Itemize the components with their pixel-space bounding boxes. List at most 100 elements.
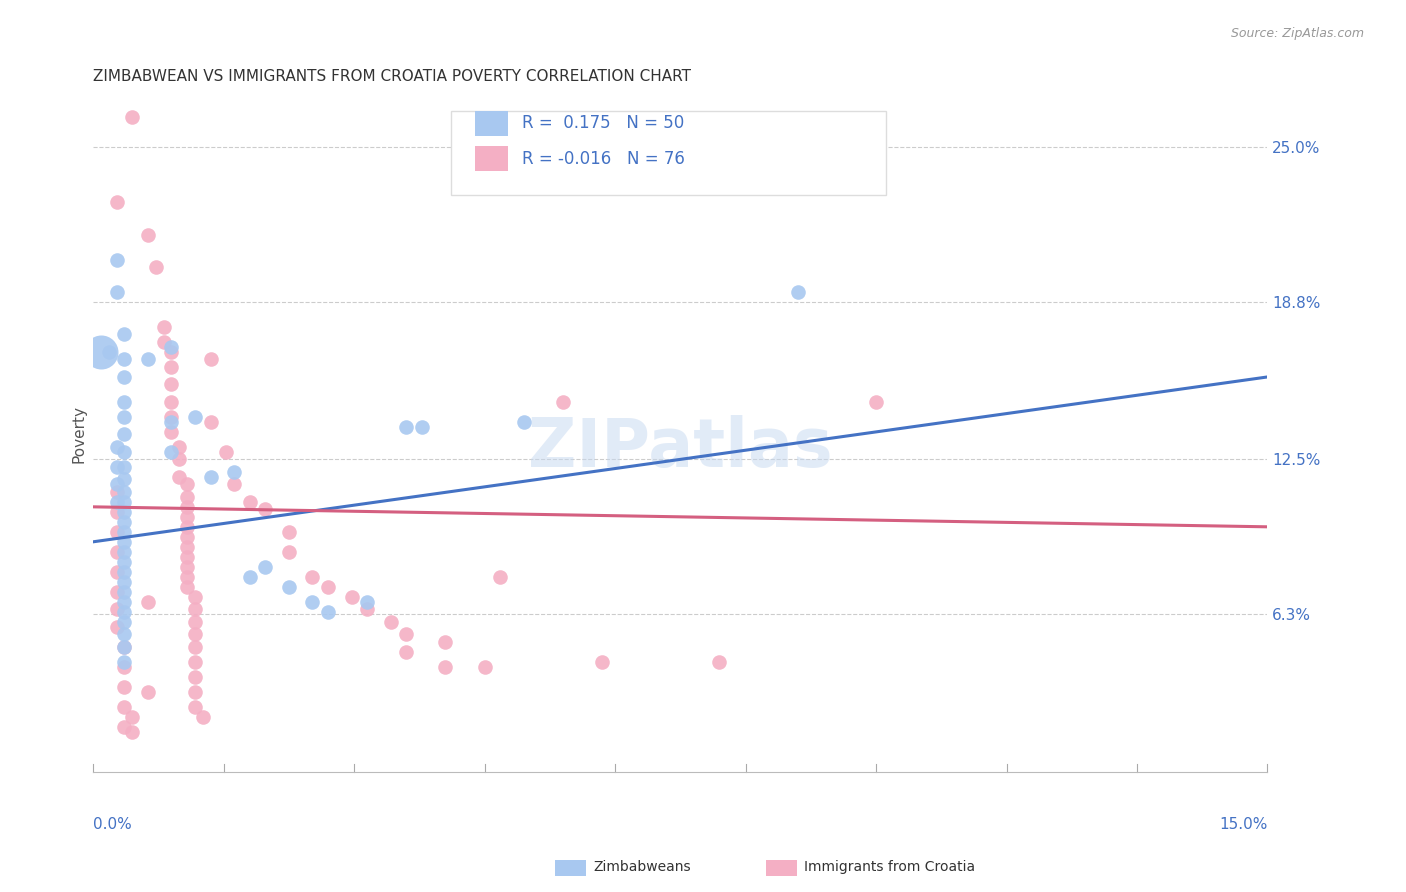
- Point: [786, 285, 808, 299]
- Text: 15.0%: 15.0%: [1219, 816, 1267, 831]
- Point: [169, 470, 191, 484]
- Text: Immigrants from Croatia: Immigrants from Croatia: [804, 860, 976, 874]
- Point: [136, 227, 159, 242]
- Point: [90, 345, 112, 359]
- Point: [105, 459, 128, 474]
- Point: [301, 595, 323, 609]
- Point: [316, 580, 339, 594]
- Point: [114, 565, 136, 579]
- Point: [121, 709, 143, 723]
- Point: [200, 470, 222, 484]
- Point: [105, 524, 128, 539]
- Point: [114, 659, 136, 673]
- Point: [105, 477, 128, 491]
- Point: [184, 670, 207, 684]
- Point: [160, 395, 183, 409]
- Point: [160, 359, 183, 374]
- Point: [105, 495, 128, 509]
- Point: [105, 195, 128, 210]
- Point: [160, 415, 183, 429]
- Point: [114, 495, 136, 509]
- Point: [114, 409, 136, 424]
- Point: [184, 655, 207, 669]
- Point: [97, 345, 120, 359]
- Point: [114, 505, 136, 519]
- Point: [114, 472, 136, 486]
- Point: [105, 252, 128, 267]
- Text: Zimbabweans: Zimbabweans: [593, 860, 690, 874]
- Point: [152, 334, 174, 349]
- Text: R =  0.175   N = 50: R = 0.175 N = 50: [522, 114, 685, 133]
- Point: [114, 524, 136, 539]
- Point: [114, 605, 136, 619]
- Point: [411, 420, 433, 434]
- Point: [709, 655, 731, 669]
- Point: [200, 352, 222, 367]
- Point: [340, 590, 363, 604]
- Point: [114, 327, 136, 342]
- Point: [114, 595, 136, 609]
- Point: [489, 570, 512, 584]
- Point: [114, 395, 136, 409]
- Point: [114, 680, 136, 694]
- Text: R = -0.016   N = 76: R = -0.016 N = 76: [522, 150, 685, 168]
- Point: [105, 602, 128, 616]
- Point: [254, 559, 277, 574]
- Point: [184, 615, 207, 629]
- Point: [105, 620, 128, 634]
- Point: [316, 605, 339, 619]
- Text: ZIMBABWEAN VS IMMIGRANTS FROM CROATIA POVERTY CORRELATION CHART: ZIMBABWEAN VS IMMIGRANTS FROM CROATIA PO…: [93, 69, 692, 84]
- Point: [136, 595, 159, 609]
- FancyBboxPatch shape: [475, 111, 508, 136]
- Point: [105, 545, 128, 559]
- Point: [474, 659, 496, 673]
- Point: [395, 645, 418, 659]
- Point: [114, 720, 136, 734]
- Point: [191, 709, 214, 723]
- FancyBboxPatch shape: [451, 111, 886, 195]
- Point: [114, 370, 136, 384]
- Point: [114, 627, 136, 641]
- Point: [105, 484, 128, 499]
- Point: [114, 484, 136, 499]
- Y-axis label: Poverty: Poverty: [72, 405, 86, 464]
- Point: [114, 545, 136, 559]
- Point: [114, 615, 136, 629]
- Point: [121, 110, 143, 124]
- Point: [176, 490, 198, 504]
- Point: [114, 555, 136, 569]
- Point: [277, 545, 299, 559]
- Point: [114, 584, 136, 599]
- Point: [356, 595, 378, 609]
- Point: [395, 627, 418, 641]
- FancyBboxPatch shape: [475, 145, 508, 171]
- Point: [105, 440, 128, 454]
- Point: [301, 570, 323, 584]
- Point: [215, 445, 238, 459]
- Point: [114, 459, 136, 474]
- Point: [222, 477, 245, 491]
- Point: [145, 260, 167, 274]
- Point: [222, 465, 245, 479]
- Point: [513, 415, 536, 429]
- Point: [114, 534, 136, 549]
- Point: [160, 345, 183, 359]
- Point: [176, 509, 198, 524]
- Point: [176, 540, 198, 554]
- Point: [136, 352, 159, 367]
- Point: [277, 580, 299, 594]
- Point: [176, 559, 198, 574]
- Point: [551, 395, 574, 409]
- Point: [395, 420, 418, 434]
- Point: [136, 684, 159, 698]
- Point: [114, 427, 136, 442]
- Point: [114, 640, 136, 654]
- Point: [176, 580, 198, 594]
- Point: [176, 549, 198, 564]
- Point: [254, 502, 277, 516]
- Point: [176, 570, 198, 584]
- Point: [176, 520, 198, 534]
- Point: [865, 395, 887, 409]
- Point: [114, 352, 136, 367]
- Text: Source: ZipAtlas.com: Source: ZipAtlas.com: [1230, 27, 1364, 40]
